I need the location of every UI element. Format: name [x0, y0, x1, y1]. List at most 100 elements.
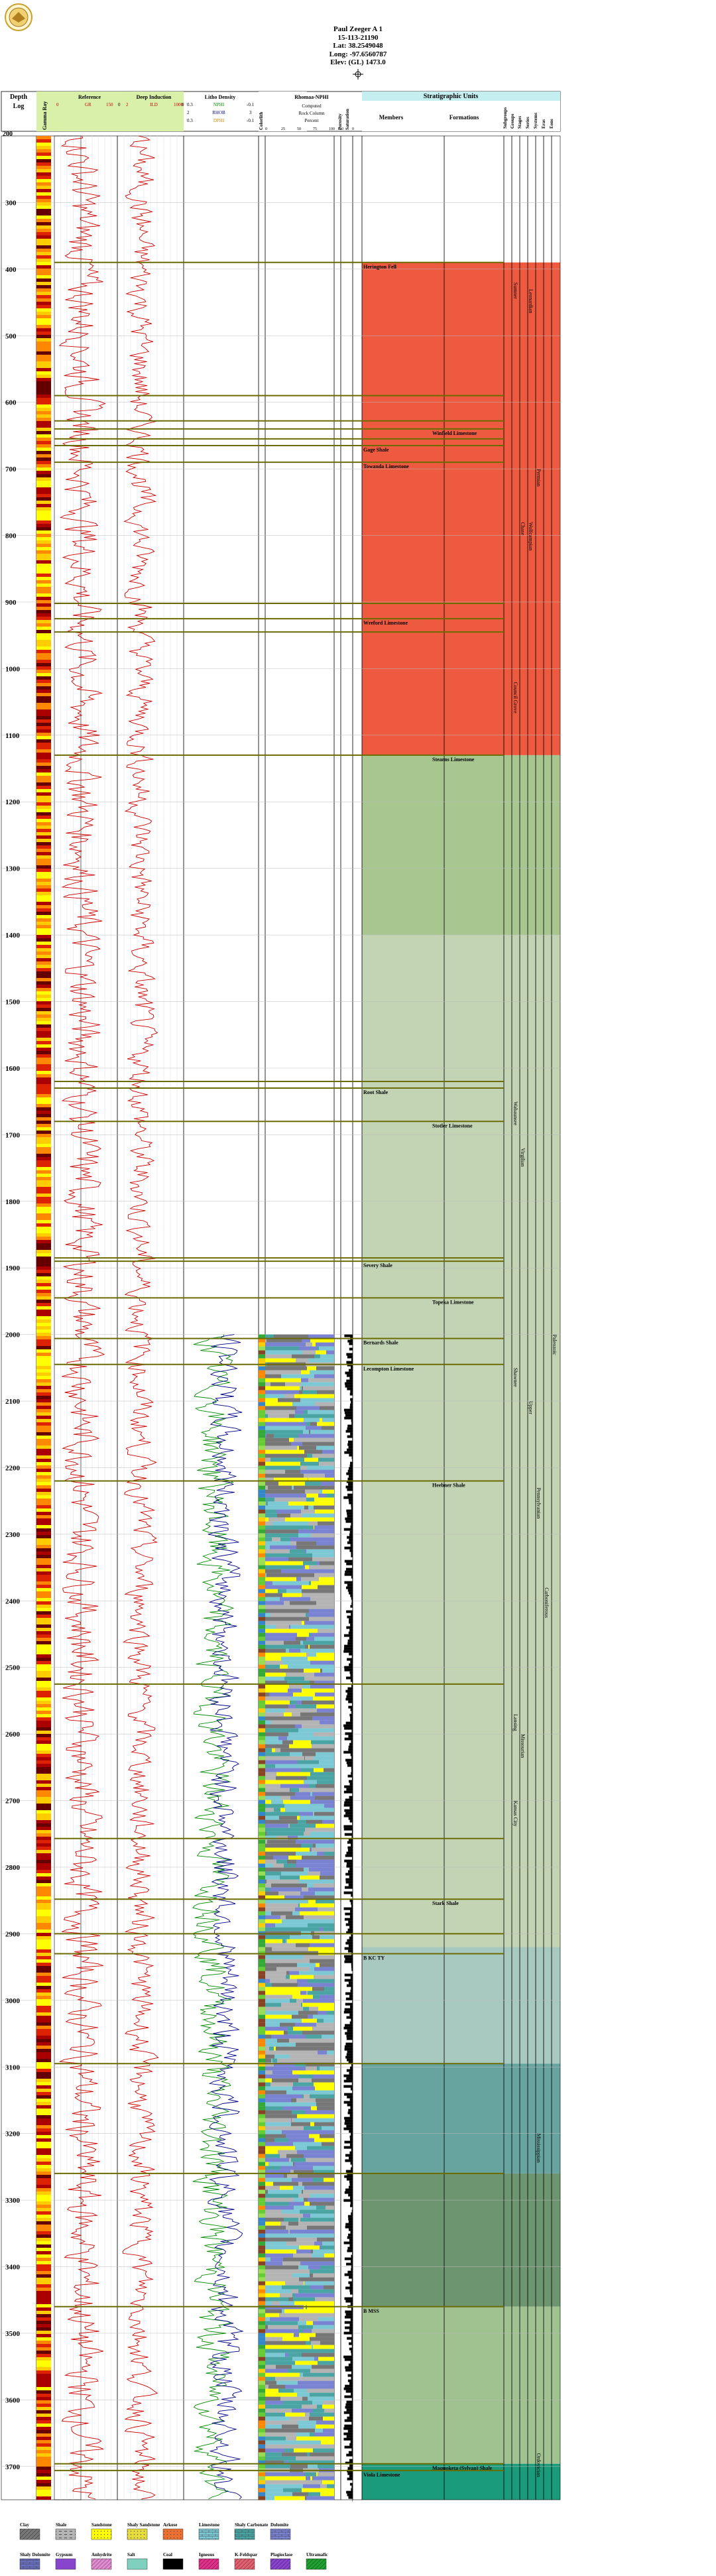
legend-label-11: Salt: [127, 2552, 135, 2557]
mineral-tick-75: 75: [313, 127, 317, 131]
legend-label-5: Limestone: [199, 2522, 219, 2528]
depth-tick-3100: 3100: [5, 2063, 21, 2071]
mineral-tick-50: 50: [297, 127, 301, 131]
legend-label-10: Anhydrite: [91, 2552, 112, 2557]
track-frame-18: [551, 135, 561, 2500]
formation-top-label-5: Gage Shale: [363, 447, 389, 453]
legend-label-6: Shaly Carbonate: [235, 2522, 268, 2528]
well-long: Long: -97.6560787: [329, 50, 387, 58]
ld-right-2: 3: [249, 110, 252, 115]
ld-right-3: -0.1: [247, 118, 255, 123]
strat-label-1: Wolfcampian: [528, 522, 534, 550]
ld-right-1: -0.1: [247, 102, 255, 107]
depth-tick-2800: 2800: [5, 1864, 21, 1872]
mineral-header: Rhomaa-NPHI: [294, 94, 329, 100]
litho-density-header: Litho Density: [205, 94, 235, 100]
legend-pattern-8: [20, 2559, 40, 2569]
column-headers: Depth Log Gamma Ray Reference 0 GR 150 0…: [1, 91, 561, 138]
depth-tick-1500: 1500: [5, 998, 21, 1006]
formation-top-label-6: Towanda Limestone: [363, 463, 409, 469]
formation-top-label-4: Winfield Limestone: [432, 430, 477, 436]
depth-tick-3400: 3400: [5, 2264, 21, 2272]
strat-label-15: Paleozoic: [552, 1335, 558, 1356]
formation-top-label-27: B MSS: [363, 2308, 379, 2314]
reference-unit: 0: [118, 102, 121, 107]
strat-label-2: Permian: [536, 469, 542, 487]
legend-pattern-2: [91, 2529, 111, 2540]
depth-tick-2200: 2200: [5, 1464, 21, 1472]
track-frame-9: [352, 135, 363, 2500]
formation-top-label-0: Herington Fell: [363, 264, 397, 270]
legend-pattern-5: [199, 2529, 219, 2540]
log-tracks: 300 400 500 600 700 800 900 1000 1100 1200 1300 140…: [1, 135, 561, 2502]
gamma-ray-curve: [58, 135, 106, 2500]
strat-label-4: Leonardian: [528, 289, 534, 313]
gamma-header: Gamma Ray: [42, 101, 48, 130]
strat-label-12: Upper: [528, 1401, 534, 1414]
induction-header: Deep Induction: [137, 94, 172, 100]
legend-label-4: Arkose: [163, 2522, 177, 2528]
formation-top-label-8: Wreford Limestone: [363, 620, 408, 626]
ld-left-1: 0.3: [187, 102, 193, 107]
strat-label-17: Ordovician: [536, 2453, 542, 2477]
legend-pattern-7: [270, 2529, 290, 2540]
legend-pattern-13: [199, 2559, 219, 2569]
eons-header: Eons: [549, 119, 554, 129]
depth-tick-2100: 2100: [5, 1398, 21, 1406]
strat-band-2: [362, 935, 560, 1947]
legend-swatch-11: [127, 2558, 148, 2570]
legend-label-8: Shaly Dolomite: [20, 2552, 50, 2557]
depth-tick-1200: 1200: [5, 798, 21, 806]
depth-tick-500: 500: [5, 332, 17, 340]
legend-pattern-6: [235, 2529, 255, 2540]
legend-label-2: Sandstone: [91, 2522, 112, 2528]
ld-nphi: NPHI: [213, 102, 225, 107]
depth-tick-2700: 2700: [5, 1798, 21, 1806]
strat-label-14: Carboniferous: [544, 1587, 550, 1618]
formations-header: Formations: [449, 114, 479, 121]
legend-pattern-15: [270, 2559, 290, 2569]
depth-tick-1900: 1900: [5, 1264, 21, 1272]
depth-tick-300: 300: [5, 199, 17, 207]
formation-top-label-10: Stearns Limestone: [432, 757, 475, 763]
induction-curve: [122, 135, 159, 2500]
reference-gr: GR: [85, 102, 91, 107]
formation-top-label-22: Stark Shale: [432, 1900, 459, 1906]
systems-header: Systems: [533, 113, 538, 129]
depth-tick-1700: 1700: [5, 1131, 21, 1139]
depth-tick-3700: 3700: [5, 2463, 21, 2471]
depth-tick-600: 600: [5, 399, 17, 407]
legend-pattern-1: [56, 2529, 76, 2540]
depth-tick-1100: 1100: [5, 732, 20, 740]
legend-pattern-16: [306, 2559, 326, 2569]
porosity-tick-right: 0: [352, 127, 354, 131]
strat-label-6: Wabaunsee: [512, 1101, 518, 1126]
legend-pattern-0: [20, 2529, 40, 2540]
formation-top-label-29: Viola Limestone: [363, 2472, 400, 2478]
depth-tick-700: 700: [5, 465, 17, 473]
eras-header: Eras: [541, 119, 546, 129]
nphi-curve: [192, 1334, 235, 2500]
depth-tick-1600: 1600: [5, 1065, 21, 1073]
depth-tick-800: 800: [5, 532, 17, 540]
mineral-sub-1: Computed: [302, 103, 322, 109]
ld-left-2: 2: [187, 110, 190, 115]
well-api: 15-113-21190: [337, 33, 379, 42]
formation-top-label-16: Topeka Limestone: [432, 1299, 474, 1305]
reference-right: 150: [106, 102, 113, 107]
legend-pattern-10: [91, 2559, 111, 2569]
ld-rhob: RHOB: [212, 110, 225, 115]
strat-band-0: [362, 262, 560, 755]
reference-header: Reference: [78, 94, 101, 100]
legend-label-15: Plagioclase: [270, 2552, 292, 2557]
colorlith-header: Colorlith: [259, 112, 264, 130]
formation-top-label-19: Heebner Shale: [432, 1483, 465, 1489]
depth-tick-2300: 2300: [5, 1531, 21, 1539]
depth-tick-1400: 1400: [5, 932, 21, 940]
legend-label-3: Shaly Sandstone: [127, 2522, 160, 2528]
legend-swatch-12: [162, 2558, 184, 2570]
depth-tick-1800: 1800: [5, 1198, 21, 1206]
legend-label-12: Coal: [163, 2552, 172, 2557]
depth-tick-3300: 3300: [5, 2197, 21, 2205]
depth-tick-1000: 1000: [5, 665, 21, 673]
